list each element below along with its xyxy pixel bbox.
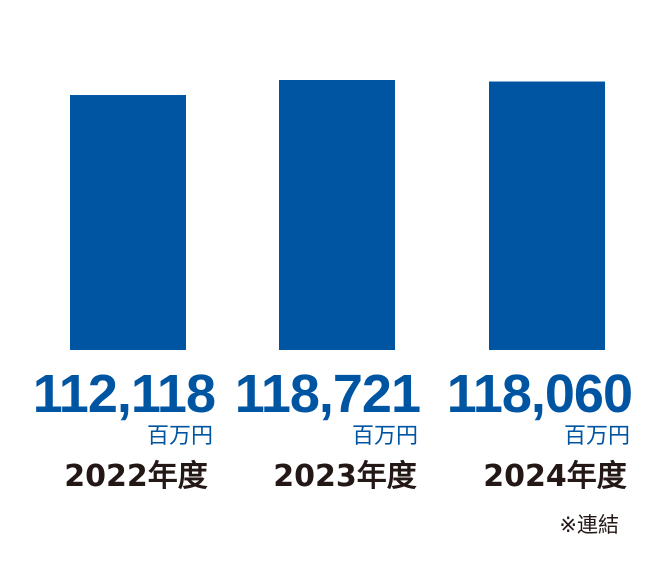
bar-0 <box>70 95 186 350</box>
category-label-1: 2023年度 <box>273 459 417 494</box>
unit-label-0: 百万円 <box>147 424 213 449</box>
value-label-0: 112,118 <box>33 364 215 424</box>
unit-label-2: 百万円 <box>564 424 630 449</box>
bar-2 <box>489 81 605 351</box>
category-label-2: 2024年度 <box>483 459 627 494</box>
value-label-2: 118,060 <box>447 364 632 424</box>
footnote-consolidated: ※連結 <box>559 513 619 537</box>
category-label-0: 2022年度 <box>64 459 208 494</box>
value-label-1: 118,721 <box>235 364 420 424</box>
bar-1 <box>279 80 395 350</box>
unit-label-1: 百万円 <box>352 424 418 449</box>
